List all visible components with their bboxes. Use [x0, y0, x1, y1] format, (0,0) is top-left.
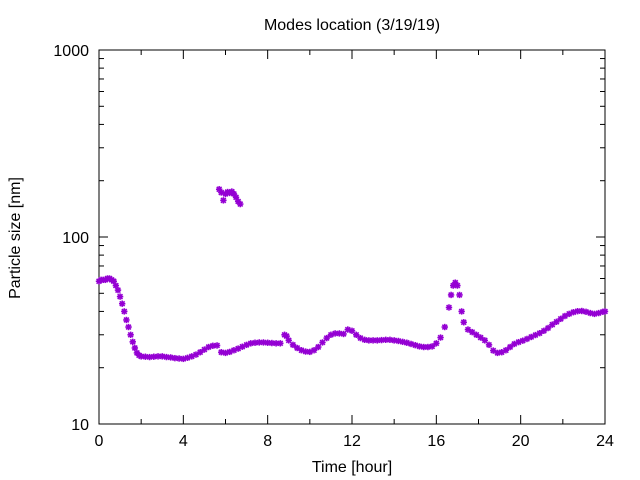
y-tick-label: 1000 [53, 43, 89, 60]
data-point [129, 338, 136, 346]
x-axis-title: Time [hour] [312, 459, 392, 476]
x-tick-labels: 0 4 8 12 16 20 24 [95, 433, 614, 450]
data-point [445, 304, 453, 311]
data-point [549, 321, 556, 328]
data-point [424, 343, 432, 351]
data-point [283, 332, 290, 340]
plot-border [98, 49, 606, 425]
data-point [121, 308, 128, 315]
data-points [95, 186, 609, 363]
data-point [477, 334, 484, 341]
data-point [456, 291, 463, 299]
data-point [118, 300, 126, 307]
data-point [441, 323, 448, 331]
data-point [131, 344, 139, 352]
data-point [277, 340, 284, 347]
x-tick-label: 0 [95, 433, 104, 450]
x-tick-label: 24 [596, 433, 614, 450]
data-point [553, 318, 560, 325]
x-tick-label: 4 [179, 433, 188, 450]
data-point [428, 343, 436, 350]
data-point [159, 353, 166, 360]
data-point [319, 339, 326, 346]
data-point [114, 286, 122, 294]
plot-frame [98, 49, 606, 425]
data-point [458, 308, 465, 315]
x-tick-label: 20 [512, 433, 530, 450]
data-point [116, 293, 124, 300]
data-point [433, 340, 440, 347]
data-point [447, 291, 455, 299]
data-point [220, 197, 227, 204]
data-point [285, 337, 292, 344]
data-point [123, 316, 130, 324]
data-point [557, 315, 564, 323]
data-point [454, 282, 461, 289]
data-point [213, 342, 221, 349]
data-point [481, 337, 489, 344]
data-point [127, 331, 134, 338]
x-tick-label: 12 [343, 433, 361, 450]
data-point [340, 330, 347, 338]
y-axis-title: Particle size [nm] [7, 177, 24, 299]
chart-title: Modes location (3/19/19) [264, 17, 440, 34]
data-point [268, 339, 276, 347]
y-tick-label: 100 [62, 230, 89, 247]
data-point [184, 354, 191, 361]
data-point [348, 327, 356, 335]
y-tick-labels: 10 100 1000 [53, 43, 89, 434]
data-point [473, 331, 480, 338]
data-point [237, 200, 244, 208]
data-point [540, 327, 548, 335]
data-point [315, 343, 322, 351]
data-point [125, 323, 132, 331]
data-point [437, 334, 444, 341]
x-tick-label: 16 [427, 433, 445, 450]
x-tick-label: 8 [263, 433, 272, 450]
axis-ticks [98, 49, 606, 425]
data-point [494, 349, 501, 357]
y-tick-label: 10 [71, 417, 89, 434]
data-point [485, 341, 493, 349]
data-point [460, 319, 467, 326]
data-point [502, 347, 510, 354]
data-point [601, 308, 609, 315]
